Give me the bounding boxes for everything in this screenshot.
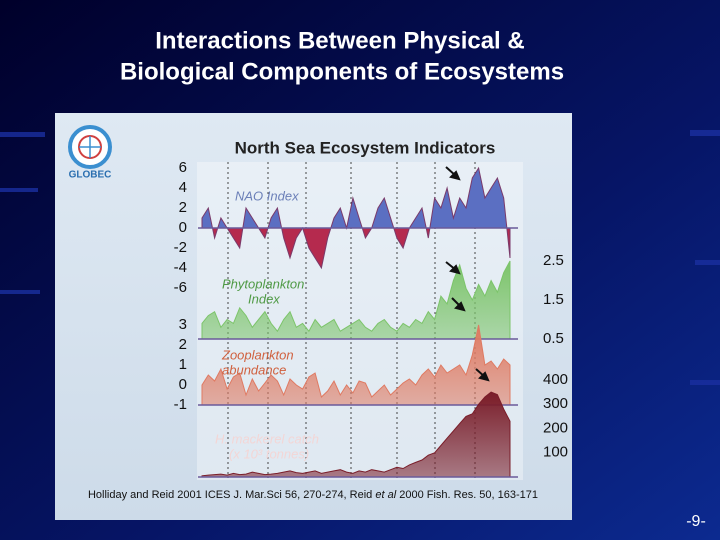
y-tick-label: 100 <box>543 444 568 461</box>
series-label: Index <box>248 291 280 306</box>
y-tick-label: -6 <box>174 279 187 296</box>
slide-title: Interactions Between Physical & <box>155 27 524 54</box>
y-tick-label: 2 <box>179 199 187 216</box>
page-number: -9- <box>686 513 706 530</box>
series-label: (x 10³ tonnes) <box>229 446 309 461</box>
y-tick-label: 3 <box>179 316 187 333</box>
citation-part: 2000 Fish. Res. 50, 163-171 <box>396 489 538 501</box>
logo-text: GLOBEC <box>69 170 112 181</box>
logo <box>68 125 112 169</box>
series-label: Phytoplankton <box>222 276 304 291</box>
y-tick-label: 200 <box>543 419 568 436</box>
y-tick-label: 0.5 <box>543 330 564 347</box>
y-tick-label: 0 <box>179 376 187 393</box>
citation-part: et al <box>375 489 396 501</box>
y-tick-label: -4 <box>174 259 187 276</box>
series-label: abundance <box>222 362 286 377</box>
area <box>201 391 511 478</box>
y-tick-label: 1.5 <box>543 291 564 308</box>
decor <box>0 130 720 385</box>
area <box>201 260 511 340</box>
area <box>201 166 511 270</box>
y-tick-label: 300 <box>543 395 568 412</box>
area <box>201 324 511 406</box>
y-tick-label: -1 <box>174 396 187 413</box>
y-tick-label: 1 <box>179 356 187 373</box>
y-tick-label: 6 <box>179 159 187 176</box>
y-tick-label: 400 <box>543 371 568 388</box>
series-group: 6 4 2 0 -2 -4 -6 NAO Index 2.5 1.5 0.5 Phytoplankto… <box>174 159 568 478</box>
y-tick-label: 2.5 <box>543 252 564 269</box>
chart-title: North Sea Ecosystem Indicators <box>235 138 496 157</box>
series-label: NAO Index <box>235 188 299 203</box>
citation-part: Holliday and Reid 2001 ICES J. Mar.Sci 5… <box>88 489 375 501</box>
citation: Holliday and Reid 2001 ICES J. Mar.Sci 5… <box>88 489 538 501</box>
slide-title: Biological Components of Ecosystems <box>120 58 564 85</box>
arrows <box>445 166 490 382</box>
y-tick-label: 0 <box>179 219 187 236</box>
y-tick-label: -2 <box>174 239 187 256</box>
y-tick-label: 2 <box>179 336 187 353</box>
series-label: H. mackerel catch <box>215 431 319 446</box>
y-tick-label: 4 <box>179 179 187 196</box>
series-label: Zooplankton <box>221 347 294 362</box>
